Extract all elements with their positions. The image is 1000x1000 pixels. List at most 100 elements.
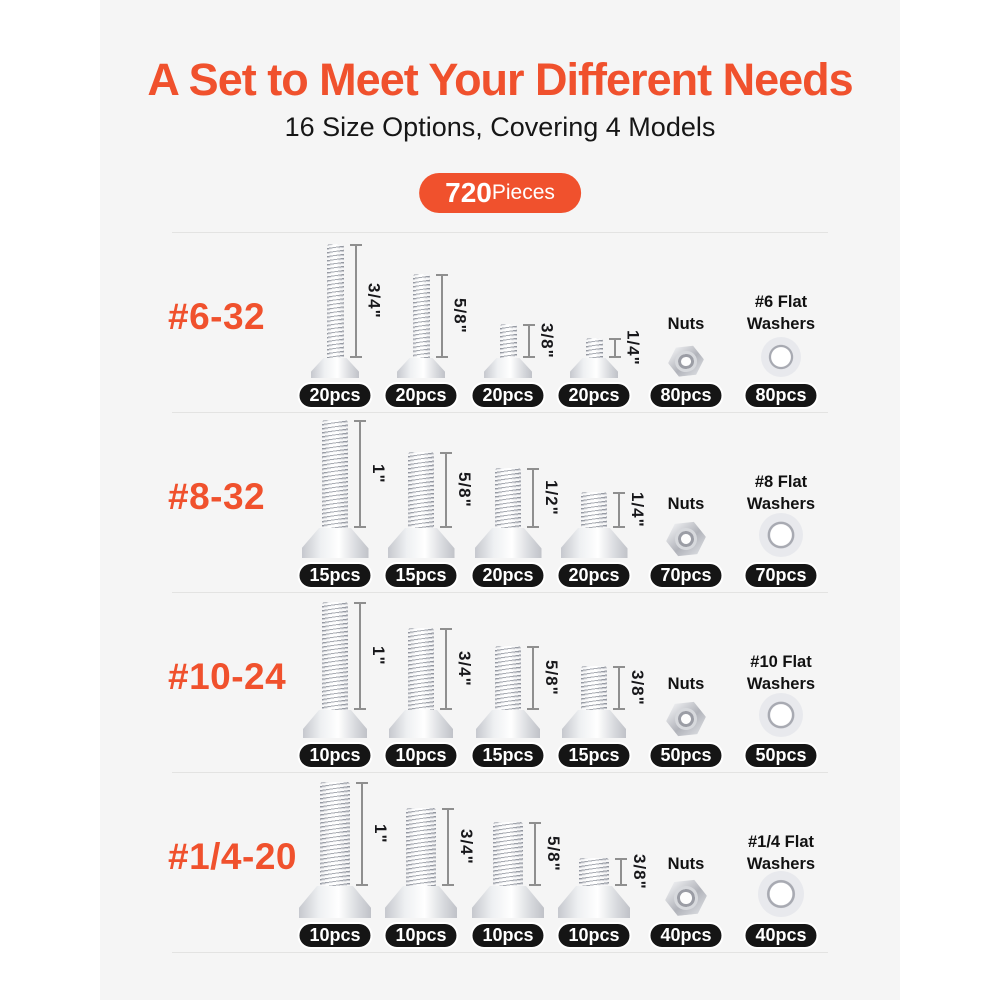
screw-illustration: [570, 338, 618, 378]
screw-shaft: [579, 858, 609, 886]
bottom-divider: [172, 952, 828, 953]
length-label: 5/8": [544, 836, 563, 872]
nut-hole: [677, 530, 695, 548]
length-dimension-line: [529, 822, 541, 886]
nut-hole: [677, 710, 695, 728]
length-label: 1": [371, 824, 390, 844]
washer-illustration: [758, 871, 804, 917]
screw-head: [301, 528, 369, 558]
pcs-count-badge: 15pcs: [470, 742, 546, 769]
length-dimension-line: [442, 808, 454, 886]
length-label: 3/8": [628, 670, 647, 706]
screw-shaft: [493, 822, 523, 886]
page-subtitle: 16 Size Options, Covering 4 Models: [284, 112, 716, 142]
nut-illustration: [666, 343, 705, 379]
pcs-count-badge: 10pcs: [297, 742, 373, 769]
nut-hole: [678, 353, 695, 369]
screw-illustration: [311, 244, 359, 378]
screw-shaft: [322, 420, 348, 528]
screw-illustration: [484, 324, 532, 378]
washer-illustration: [759, 693, 803, 737]
length-dimension-line: [354, 602, 366, 710]
model-label: #1/4-20: [168, 836, 297, 877]
pcs-count-badge: 40pcs: [743, 922, 819, 949]
nut-illustration: [664, 519, 708, 559]
screw-shaft: [406, 808, 436, 886]
pcs-count-badge: 10pcs: [383, 922, 459, 949]
total-pieces-count: 720: [445, 177, 492, 208]
row-divider: [172, 232, 828, 233]
washer-label-line1: #10 Flat: [750, 653, 812, 672]
screw-shaft: [585, 338, 603, 358]
pcs-count-badge: 15pcs: [383, 562, 459, 589]
pcs-count-badge: 70pcs: [648, 562, 724, 589]
screw-shaft: [408, 628, 434, 710]
length-label: 5/8": [450, 298, 470, 334]
screw-shaft: [322, 602, 348, 710]
length-dimension-line: [356, 782, 368, 886]
length-label: 1/4": [628, 492, 647, 528]
screw-illustration: [476, 646, 540, 738]
length-dimension-line: [615, 858, 627, 886]
screw-illustration: [558, 858, 630, 918]
pcs-count-badge: 20pcs: [383, 382, 459, 409]
screw-illustration: [389, 628, 453, 738]
screw-illustration: [472, 822, 544, 918]
nut-label: Nuts: [667, 314, 705, 333]
pcs-count-badge: 20pcs: [556, 562, 632, 589]
length-label: 3/8": [630, 854, 649, 890]
length-label: 3/4": [455, 651, 474, 687]
total-pieces-badge: 720 Pieces: [419, 173, 581, 213]
nut-label: Nuts: [667, 494, 705, 513]
nut-illustration: [664, 699, 708, 739]
model-label: #10-24: [168, 656, 287, 697]
screw-head: [484, 358, 532, 378]
length-label: 1/2": [542, 480, 561, 516]
screw-head: [311, 358, 359, 378]
screw-head: [558, 886, 630, 918]
screw-illustration: [301, 420, 369, 558]
screw-shaft: [581, 492, 607, 528]
screw-head: [299, 886, 371, 918]
screw-shaft: [408, 452, 434, 528]
nut-illustration: [663, 877, 709, 919]
screw-head: [560, 528, 628, 558]
row-divider: [172, 592, 828, 593]
washer-label: #6 Flat Washers: [706, 292, 856, 335]
length-label: 5/8": [455, 472, 474, 508]
screw-shaft: [326, 244, 344, 358]
screw-illustration: [387, 452, 455, 558]
pcs-count-badge: 70pcs: [743, 562, 819, 589]
model-row: #10-24 1" 10pcs 3/4" 10pcs 5/8" 15pcs 3/8" 15pcs…: [100, 592, 900, 772]
screw-illustration: [303, 602, 367, 738]
pcs-count-badge: 15pcs: [297, 562, 373, 589]
washer-label-line1: #6 Flat: [754, 293, 808, 312]
washer-label-line1: #1/4 Flat: [747, 833, 815, 852]
model-label: #8-32: [168, 476, 266, 517]
row-divider: [172, 412, 828, 413]
length-dimension-line: [349, 244, 362, 358]
pcs-count-badge: 20pcs: [470, 562, 546, 589]
washer-label-line2: Washers: [746, 494, 816, 513]
screw-illustration: [560, 492, 628, 558]
pcs-count-badge: 50pcs: [648, 742, 724, 769]
pcs-count-badge: 10pcs: [556, 922, 632, 949]
screw-head: [472, 886, 544, 918]
washer-label-line2: Washers: [746, 674, 816, 693]
model-row: #1/4-20 1" 10pcs 3/4" 10pcs 5/8" 10pcs 3/8" 10pc…: [100, 772, 900, 952]
screw-head: [562, 710, 626, 738]
pcs-count-badge: 15pcs: [556, 742, 632, 769]
washer-label: #8 Flat Washers: [706, 472, 856, 515]
length-label: 1": [369, 464, 388, 484]
nut-label: Nuts: [667, 674, 705, 693]
length-label: 3/8": [537, 323, 557, 359]
length-label: 3/4": [457, 829, 476, 865]
pcs-count-badge: 10pcs: [383, 742, 459, 769]
screw-head: [570, 358, 618, 378]
screw-head: [474, 528, 542, 558]
length-dimension-line: [608, 338, 621, 358]
length-dimension-line: [354, 420, 366, 528]
screw-illustration: [562, 666, 626, 738]
length-label: 1": [369, 646, 388, 666]
model-row: #8-32 1" 15pcs 5/8" 15pcs 1/2" 20pcs 1/4" 20pcs N…: [100, 412, 900, 592]
